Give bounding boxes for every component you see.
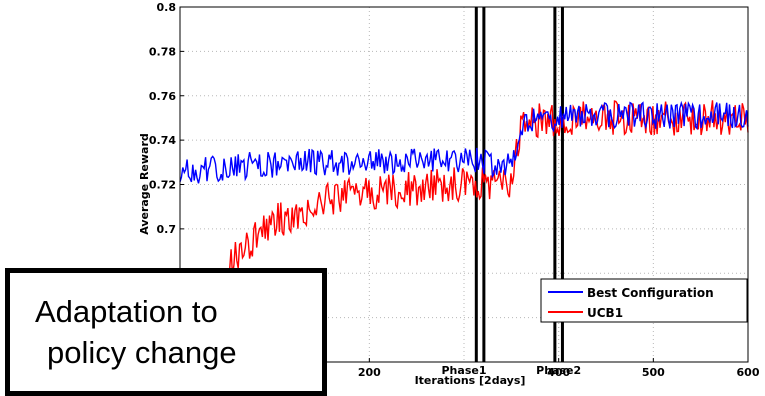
x-tick-label-3: 600 — [737, 366, 760, 379]
x-tick-label-0: 200 — [358, 366, 381, 379]
series-line-best-configuration — [179, 100, 749, 184]
legend: Best Configuration UCB1 — [540, 278, 748, 323]
series-group — [179, 100, 749, 363]
x-axis-ticks: 200 400 500 600 — [358, 358, 760, 379]
series-line-ucb1 — [179, 100, 749, 363]
phase-label-2: Phase2 — [536, 364, 581, 377]
callout-box: Adaptation to policy change — [5, 268, 327, 396]
y-tick-label-7: 0.8 — [157, 1, 177, 14]
y-tick-label-2: 0.7 — [157, 223, 177, 236]
legend-label-ucb1: UCB1 — [587, 306, 623, 320]
y-tick-label-5: 0.76 — [149, 90, 176, 103]
phase-labels: Phase1 Phase2 — [442, 364, 582, 377]
legend-label-best-configuration: Best Configuration — [587, 286, 714, 300]
y-axis-label: Average Reward — [138, 133, 151, 235]
x-axis-label: Iterations [2days] — [415, 374, 526, 387]
phase-label-1: Phase1 — [442, 364, 487, 377]
y-tick-label-3: 0.72 — [149, 179, 176, 192]
x-tick-label-1: 400 — [547, 366, 570, 379]
callout-line-2: policy change — [47, 335, 237, 370]
callout-line-1: Adaptation to — [35, 294, 218, 329]
x-tick-label-2: 500 — [642, 366, 665, 379]
y-tick-label-6: 0.78 — [149, 45, 176, 58]
y-tick-label-4: 0.74 — [149, 134, 176, 147]
legend-box — [540, 278, 748, 323]
